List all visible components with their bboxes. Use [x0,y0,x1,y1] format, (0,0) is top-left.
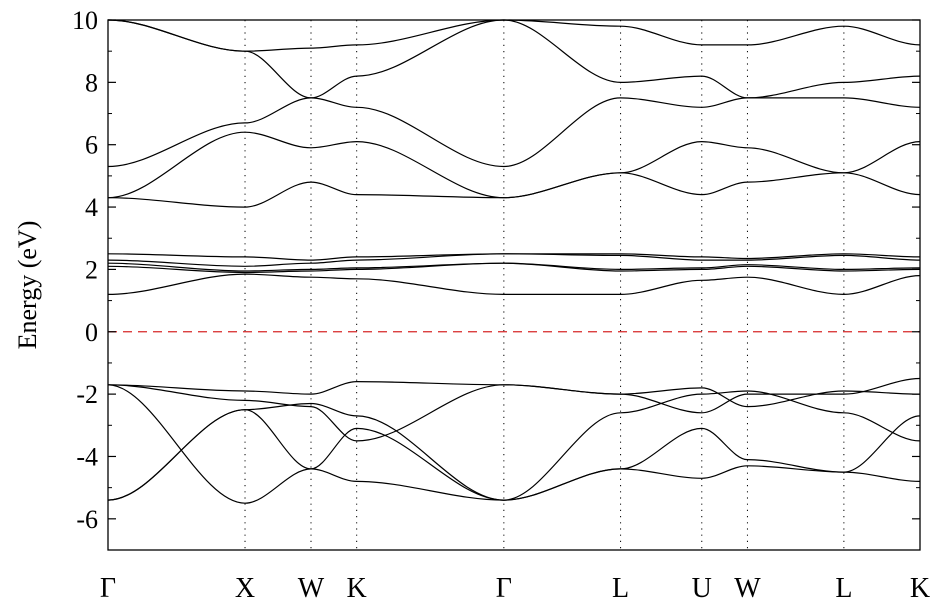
y-tick-label: 6 [85,131,98,160]
kpoint-label-3: K [347,573,367,604]
kpoint-label-5: L [612,573,629,604]
kpoint-label-2: W [298,573,325,604]
y-axis-title: Energy (eV) [13,221,42,350]
kpoint-label-6: U [692,573,712,604]
kpoint-label-7: W [734,573,761,604]
band-line-0 [107,402,921,501]
band-line-12 [107,97,921,168]
band-series [107,19,921,504]
band-line-9 [107,253,921,261]
y-tick-label: -4 [76,442,98,471]
band-line-1 [107,409,921,501]
kpoint-label-1: X [235,573,255,604]
kpoint-label-0: Γ [100,573,116,604]
band-line-10 [107,172,921,208]
band-line-11 [107,131,921,199]
y-tick-label: 10 [72,6,98,35]
kpoint-label-4: Γ [496,573,512,604]
y-tick-label: 0 [85,318,98,347]
y-tick-label: 4 [85,193,98,222]
band-line-13 [107,19,921,99]
symmetry-gridlines [244,20,845,550]
y-axis-ticks: -6 -4 -2 0 2 4 6 8 10 [72,6,920,551]
kpoint-label-8: L [835,573,852,604]
band-line-4 [107,377,921,414]
kpoint-label-9: K [910,573,930,604]
y-tick-label: -2 [76,380,98,409]
band-line-7 [107,262,921,272]
y-tick-label: 8 [85,68,98,97]
y-tick-label: 2 [85,255,98,284]
band-line-14 [107,19,921,52]
band-line-2 [107,384,921,504]
y-tick-label: -6 [76,505,98,534]
band-line-5 [107,273,921,296]
plot-frame [107,19,921,551]
